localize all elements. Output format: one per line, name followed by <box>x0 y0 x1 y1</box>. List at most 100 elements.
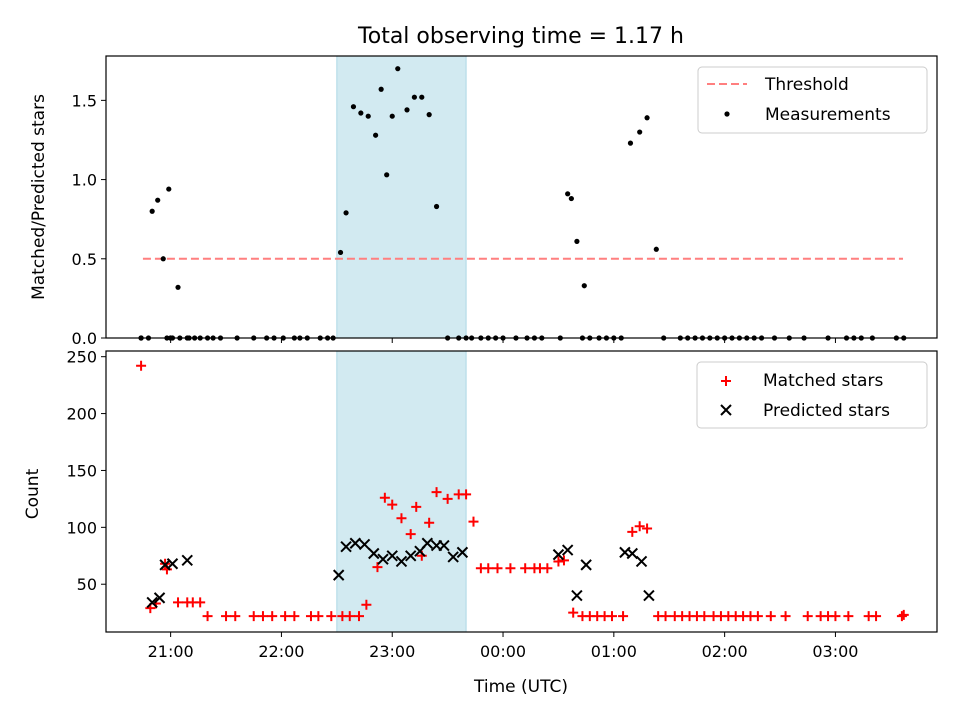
matched-star-marker <box>387 499 398 510</box>
x-tick-label: 21:00 <box>148 642 194 661</box>
measurement-point <box>404 107 410 113</box>
matched-star-marker <box>642 523 653 534</box>
y-tick-label: 0.0 <box>72 329 97 348</box>
predicted-star-marker <box>438 539 450 552</box>
legend-box <box>696 361 928 429</box>
predicted-star-marker <box>447 551 459 563</box>
measurement-point <box>644 115 650 121</box>
x-tick-label: 01:00 <box>591 642 637 661</box>
matched-star-marker <box>468 516 479 527</box>
measurement-point <box>384 172 390 178</box>
measurement-point <box>365 113 371 119</box>
matched-star-marker <box>606 611 617 622</box>
matched-star-marker <box>505 563 516 574</box>
matched-star-marker <box>221 611 232 622</box>
matched-star-marker <box>542 563 553 574</box>
matched-star-marker <box>558 555 569 566</box>
matched-star-marker <box>267 611 278 622</box>
matched-star-marker <box>802 611 813 622</box>
matched-star-marker <box>353 611 364 622</box>
matched-star-marker <box>202 611 213 622</box>
predicted-star-marker <box>153 592 166 604</box>
predicted-star-marker <box>377 553 389 565</box>
measurement-point <box>627 140 634 146</box>
measurement-point <box>358 110 364 116</box>
measurement-point <box>149 208 155 214</box>
measurement-point <box>653 246 659 252</box>
matched-star-marker <box>780 611 791 622</box>
matched-star-marker <box>627 526 638 537</box>
predicted-star-marker <box>580 559 592 571</box>
matched-star-marker <box>752 611 763 622</box>
predicted-star-marker <box>552 548 565 561</box>
bottom-panel-frame <box>105 350 938 633</box>
matched-star-marker <box>257 611 268 622</box>
matched-star-marker <box>568 607 579 618</box>
matched-star-marker <box>326 611 337 622</box>
measurement-point <box>581 283 587 289</box>
bottom-ylabel: Count <box>23 468 43 519</box>
predicted-star-marker <box>368 547 380 560</box>
measurement-point <box>160 256 166 262</box>
y-tick-label: 1.0 <box>72 171 97 190</box>
matched-star-marker <box>461 489 472 500</box>
matched-star-marker <box>289 611 300 622</box>
legend-measurement-label: Measurements <box>765 105 891 125</box>
x-tick-label: 03:00 <box>812 642 858 661</box>
predicted-star-marker <box>386 550 398 562</box>
matched-star-marker <box>492 563 503 574</box>
measurement-point <box>389 113 395 119</box>
measurement-point <box>175 284 181 290</box>
predicted-star-marker <box>181 554 193 567</box>
observing-window <box>336 350 467 633</box>
measurement-point <box>411 94 417 100</box>
measurement-point <box>395 66 401 72</box>
y-tick-label: 200 <box>66 405 97 424</box>
x-tick-label: 00:00 <box>480 642 526 661</box>
matched-star-marker <box>765 611 776 622</box>
y-tick-label: 100 <box>66 518 97 537</box>
y-tick-label: 1.5 <box>72 91 97 110</box>
x-tick-label: 23:00 <box>369 642 415 661</box>
matched-star-marker <box>843 611 854 622</box>
predicted-star-marker <box>643 589 655 602</box>
matched-star-marker <box>553 556 564 567</box>
predicted-star-marker <box>395 555 408 568</box>
matched-star-marker <box>896 611 907 622</box>
matched-star-marker <box>173 597 184 608</box>
matched-star-marker <box>379 492 390 503</box>
measurement-point <box>155 197 161 203</box>
legend-matched-label: Matched stars <box>763 371 883 391</box>
measurement-point <box>378 86 384 92</box>
matched-star-marker <box>280 611 291 622</box>
x-tick-label: 02:00 <box>702 642 748 661</box>
predicted-star-marker <box>358 538 371 551</box>
matched-star-marker <box>372 562 383 573</box>
top-legend: Threshold Measurements <box>697 66 928 134</box>
measurement-point <box>568 195 574 202</box>
predicted-star-marker <box>166 558 179 570</box>
top-panel: 0.0 0.5 1.0 1.5 Matched/Predicted stars Thr… <box>29 55 938 348</box>
matched-star-marker <box>396 513 407 524</box>
matched-star-marker <box>431 487 442 498</box>
predicted-star-marker <box>635 555 648 568</box>
measurement-point <box>166 186 172 192</box>
legend-box <box>697 66 928 134</box>
matched-star-marker <box>411 501 422 512</box>
predicted-star-marker <box>421 537 434 549</box>
top-panel-frame <box>105 55 938 339</box>
predicted-star-marker <box>561 544 574 556</box>
top-ylabel: Matched/Predicted stars <box>29 94 49 300</box>
measurement-point <box>637 129 643 135</box>
matched-star-marker <box>898 609 909 620</box>
matched-star-marker <box>136 360 147 371</box>
predicted-star-marker <box>626 547 639 560</box>
predicted-star-marker <box>340 540 352 553</box>
predicted-star-marker <box>349 537 362 549</box>
matched-star-marker <box>483 563 494 574</box>
measurement-point <box>337 249 344 256</box>
measurement-point <box>350 104 357 110</box>
matched-star-marker <box>871 611 882 622</box>
measurement-point <box>419 94 425 100</box>
